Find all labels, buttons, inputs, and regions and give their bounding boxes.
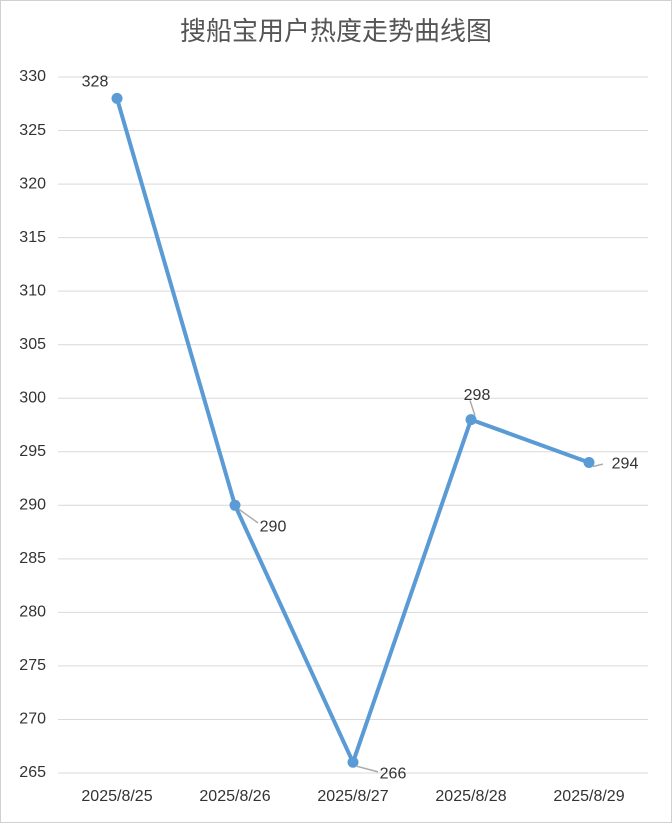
data-label: 298 [464,387,491,404]
y-tick-label: 320 [19,175,46,192]
x-tick-label: 2025/8/26 [199,788,270,805]
y-tick-label: 285 [19,550,46,567]
leader-line [469,400,476,416]
data-label: 294 [612,456,639,473]
y-tick-label: 295 [19,443,46,460]
y-tick-label: 270 [19,711,46,728]
leader-line [592,463,604,468]
leader-line [356,765,379,773]
y-tick-label: 275 [19,657,46,674]
data-label: 290 [260,519,287,536]
y-tick-label: 265 [19,764,46,781]
data-point [583,456,595,468]
chart-title: 搜船宝用户热度走势曲线图 [180,16,492,46]
x-tick-label: 2025/8/27 [317,788,388,805]
data-point [347,756,359,768]
data-label: 266 [380,766,407,783]
data-label: 328 [82,74,109,91]
y-tick-label: 290 [19,497,46,514]
y-tick-label: 325 [19,122,46,139]
leader-line [238,508,259,524]
x-tick-label: 2025/8/28 [435,788,506,805]
y-tick-label: 300 [19,389,46,406]
x-tick-label: 2025/8/29 [553,788,624,805]
y-tick-label: 310 [19,282,46,299]
x-tick-label: 2025/8/25 [81,788,152,805]
y-tick-label: 305 [19,336,46,353]
data-point [111,92,123,104]
y-tick-label: 330 [19,68,46,85]
y-tick-label: 315 [19,229,46,246]
data-point [465,414,477,426]
data-point [229,499,241,511]
y-tick-label: 280 [19,604,46,621]
